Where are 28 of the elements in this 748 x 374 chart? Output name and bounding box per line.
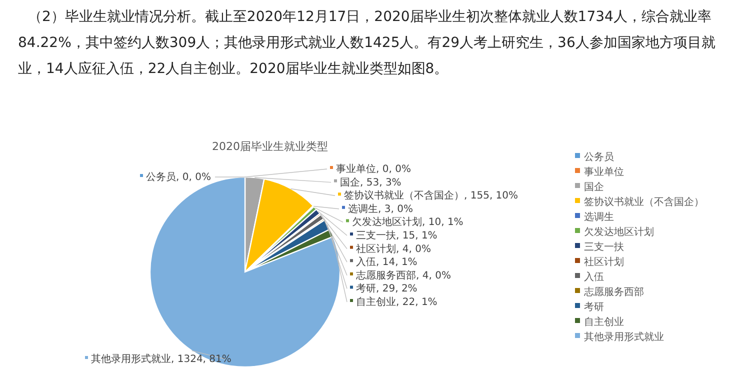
- legend-label: 自主创业: [584, 316, 624, 328]
- data-label: 自主创业, 22, 1%: [356, 296, 438, 308]
- text: 公务员, 0, 0%: [146, 172, 211, 183]
- legend-label: 选调生: [584, 211, 614, 223]
- chart-title: 2020届毕业生就业类型: [212, 140, 328, 153]
- text: 事业单位, 0, 0%: [336, 164, 411, 175]
- legend-label: 入伍: [584, 271, 604, 283]
- legend-label: 三支一扶: [584, 241, 624, 253]
- data-label: 志愿服务西部, 4, 0%: [356, 269, 451, 282]
- data-label: 选调生, 3, 0%: [348, 202, 413, 215]
- data-label: 欠发达地区计划, 10, 1%: [352, 216, 464, 228]
- data-label: 签协议书就业（不含国企）, 155, 10%: [344, 190, 518, 202]
- legend-label: 国企: [584, 181, 604, 193]
- legend-label: 签协议书就业（不含国企）: [584, 196, 704, 208]
- legend-label: 事业单位: [584, 166, 624, 178]
- legend-label: 社区计划: [584, 256, 624, 268]
- text: （2）毕业生就业情况分析。截止至2020年12月17日，2020届毕业生初次整体就业人数1734人，综合就业率84.22%，其中签约人数309人；其他录用形式就业人数1425人。有29人考上研究生，36人参加国家地方项目就业，14人应征入伍，22人自主创业。2020届毕业生就业类型如图8。: [18, 8, 716, 79]
- data-label: 入伍, 14, 1%: [356, 256, 418, 268]
- data-label: 三支一扶, 15, 1%: [356, 230, 438, 242]
- data-label: 其他录用形式就业, 1324, 81%: [91, 353, 232, 365]
- legend-label: 考研: [584, 301, 604, 313]
- legend-label: 志愿服务西部: [584, 286, 644, 298]
- data-label: 考研, 29, 2%: [356, 282, 418, 295]
- legend-label: 公务员: [584, 151, 614, 163]
- data-label: 国企, 53, 3%: [340, 176, 402, 188]
- legend-label: 欠发达地区计划: [584, 226, 654, 238]
- data-label: 社区计划, 4, 0%: [356, 242, 431, 255]
- legend-label: 其他录用形式就业: [584, 331, 664, 343]
